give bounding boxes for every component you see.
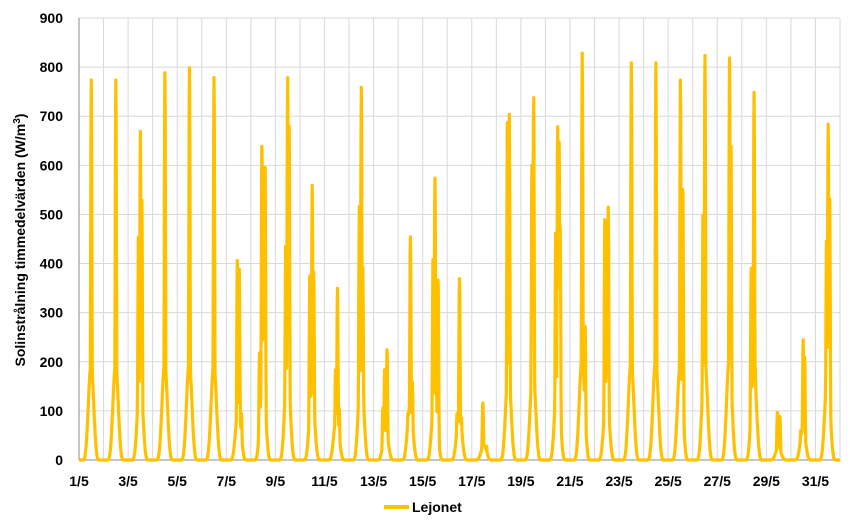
y-tick-label: 100 [40, 403, 64, 419]
y-axis-label-main: Solinstrålning timmedelvärden (W/m [12, 124, 28, 367]
y-tick-label: 800 [40, 59, 64, 75]
y-axis-label-superscript: 3 [12, 118, 23, 124]
x-tick-label: 9/5 [266, 473, 286, 489]
x-tick-labels: 1/5 3/5 5/5 7/5 9/5 11/5 13/5 15/5 17/5 19/5 21/5 2… [69, 473, 829, 489]
x-tick-label: 5/5 [167, 473, 187, 489]
y-tick-label: 0 [55, 452, 63, 468]
x-tick-label: 31/5 [802, 473, 829, 489]
legend: Lejonet [384, 499, 462, 515]
x-tick-label: 11/5 [311, 473, 338, 489]
x-tick-label: 17/5 [458, 473, 485, 489]
legend-label-lejonet: Lejonet [412, 499, 462, 515]
x-tick-label: 13/5 [360, 473, 387, 489]
y-tick-label: 500 [40, 206, 64, 222]
x-tick-label: 25/5 [655, 473, 682, 489]
y-tick-label: 400 [40, 256, 64, 272]
x-tick-label: 15/5 [409, 473, 436, 489]
x-tick-label: 29/5 [753, 473, 780, 489]
series-line-lejonet [77, 51, 842, 462]
x-tick-label: 7/5 [217, 473, 237, 489]
y-tick-label: 700 [40, 108, 64, 124]
y-axis-label-close: ) [12, 114, 28, 119]
x-tick-label: 21/5 [556, 473, 583, 489]
y-tick-label: 200 [40, 354, 64, 370]
x-tick-label: 27/5 [704, 473, 731, 489]
x-tick-label: 1/5 [69, 473, 89, 489]
y-tick-label: 300 [40, 305, 64, 321]
x-tick-label: 3/5 [118, 473, 138, 489]
vertical-gridlines [78, 18, 841, 460]
y-axis-label: Solinstrålning timmedelvärden (W/m3) [12, 114, 28, 367]
x-tick-label: 19/5 [507, 473, 534, 489]
x-tick-label: 23/5 [605, 473, 632, 489]
y-tick-labels: 0 100 200 300 400 500 600 700 800 900 [40, 10, 64, 468]
y-tick-label: 900 [40, 10, 64, 26]
y-tick-label: 600 [40, 157, 64, 173]
series-layer [77, 51, 842, 462]
